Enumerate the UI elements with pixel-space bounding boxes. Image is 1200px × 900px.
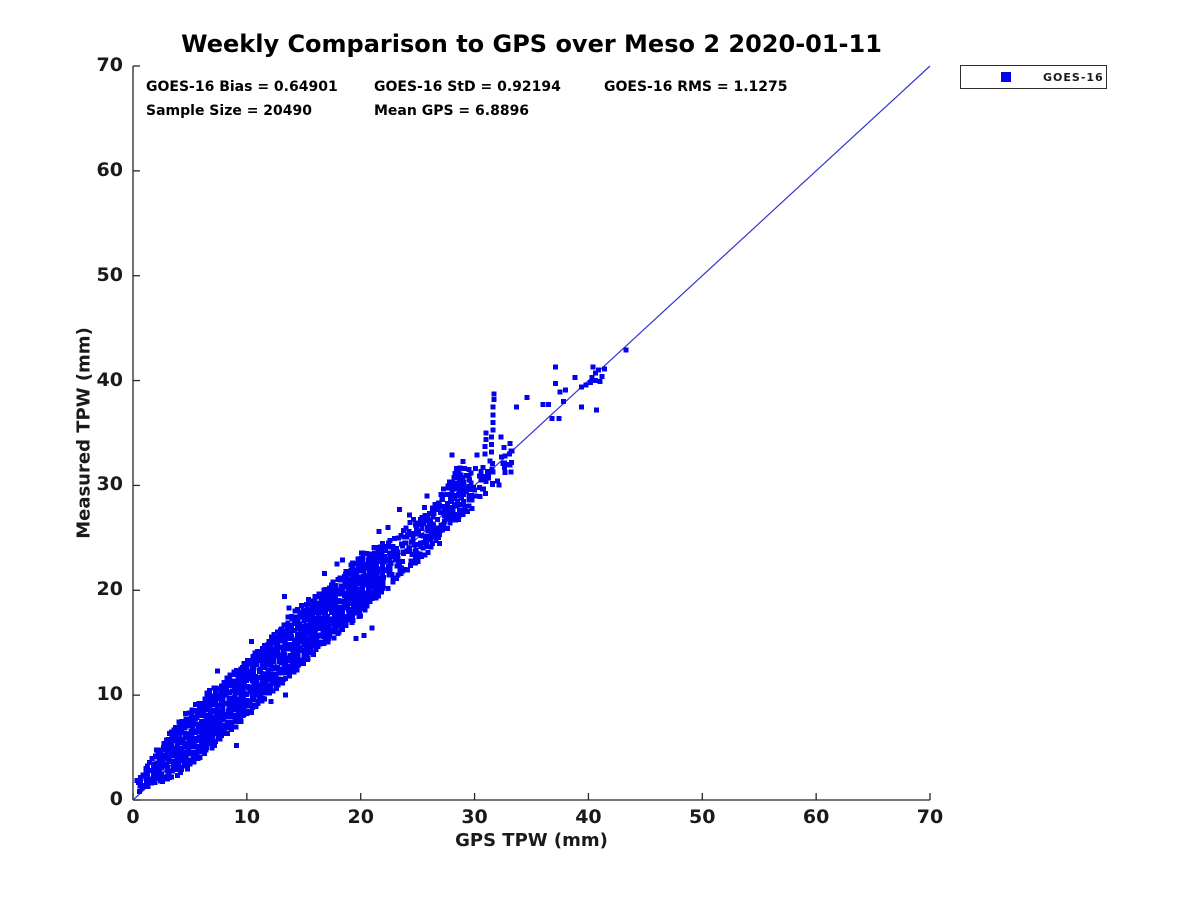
stat-std: GOES-16 StD = 0.92194 (374, 79, 561, 95)
y-tick-label: 70 (96, 54, 123, 76)
scatter-points (134, 347, 629, 794)
y-tick-label: 20 (96, 578, 123, 601)
legend-series-label: GOES-16 (1043, 71, 1104, 84)
x-tick-label: 70 (916, 806, 944, 828)
x-tick-label: 20 (347, 806, 374, 828)
stat-rms: GOES-16 RMS = 1.1275 (604, 79, 788, 95)
y-tick-label: 50 (96, 263, 123, 286)
legend: GOES-16 (960, 65, 1107, 89)
x-tick-label: 50 (689, 806, 716, 828)
legend-marker-square-icon (1001, 72, 1011, 82)
x-axis-label: GPS TPW (mm) (455, 830, 608, 851)
x-tick-label: 60 (802, 806, 830, 828)
chart-title: Weekly Comparison to GPS over Meso 2 202… (181, 30, 882, 58)
y-tick-label: 60 (96, 158, 123, 181)
x-tick-label: 30 (461, 806, 488, 828)
y-tick-label: 40 (96, 368, 123, 391)
stat-sample-size: Sample Size = 20490 (146, 103, 313, 119)
stat-mean-gps: Mean GPS = 6.8896 (374, 103, 530, 119)
y-tick-label: 30 (96, 473, 123, 496)
y-tick-label: 10 (96, 683, 123, 706)
x-tick-label: 10 (233, 806, 261, 828)
y-axis-label: Measured TPW (mm) (73, 327, 95, 539)
y-tick-label: 0 (109, 788, 123, 810)
axes (132, 65, 931, 801)
x-tick-label: 40 (575, 806, 602, 828)
x-tick-label: 0 (126, 806, 140, 828)
stat-bias: GOES-16 Bias = 0.64901 (146, 79, 338, 95)
